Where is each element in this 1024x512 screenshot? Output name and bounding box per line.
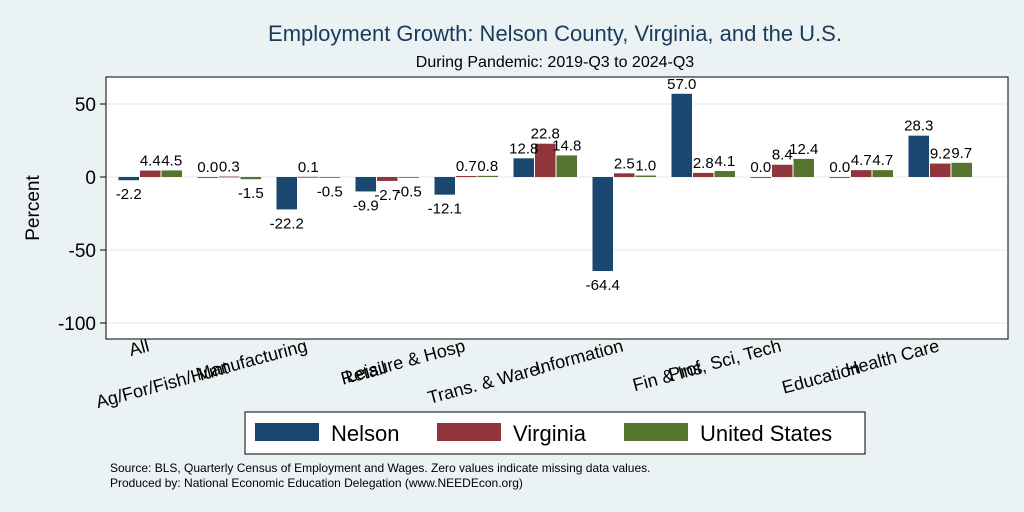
data-label: 22.8 <box>531 126 560 143</box>
bar-united-states-0 <box>161 170 182 177</box>
bar-united-states-1 <box>240 177 261 180</box>
bar-nelson-9 <box>829 177 850 178</box>
y-tick-label: 0 <box>85 168 96 189</box>
bar-nelson-5 <box>513 158 534 177</box>
data-label: 9.2 <box>930 146 951 163</box>
bar-nelson-7 <box>671 93 692 177</box>
data-label: 0.7 <box>456 158 477 175</box>
data-label: 57.0 <box>667 76 696 93</box>
data-label: -2.7 <box>374 187 400 204</box>
bar-nelson-4 <box>434 177 455 195</box>
data-label: -9.9 <box>353 197 379 214</box>
data-label: -12.1 <box>428 201 462 218</box>
chart-subtitle: During Pandemic: 2019-Q3 to 2024-Q3 <box>416 54 694 71</box>
bar-virginia-2 <box>298 176 319 178</box>
data-label: 0.0 <box>197 159 218 176</box>
y-axis: 50 0 -50 -100 <box>58 77 107 339</box>
bar-nelson-0 <box>118 177 139 181</box>
legend-label: Nelson <box>331 421 399 446</box>
bar-nelson-1 <box>197 177 218 178</box>
legend-box <box>244 411 866 455</box>
bar-united-states-5 <box>556 155 577 177</box>
bars <box>118 93 972 272</box>
data-label: 4.5 <box>161 152 182 169</box>
data-label: 28.3 <box>904 118 933 135</box>
bar-virginia-10 <box>930 163 951 177</box>
footer-source: Source: BLS, Quarterly Census of Employm… <box>110 461 650 475</box>
bar-united-states-6 <box>635 175 656 177</box>
bar-virginia-8 <box>772 164 793 177</box>
bar-virginia-9 <box>851 170 872 177</box>
plot-area <box>105 76 1009 340</box>
data-label: 2.8 <box>693 155 714 172</box>
bar-united-states-8 <box>793 158 814 177</box>
bar-nelson-8 <box>750 177 771 178</box>
data-label: 8.4 <box>772 147 793 164</box>
data-label: 4.7 <box>872 152 893 169</box>
bar-nelson-6 <box>592 177 613 272</box>
bar-united-states-7 <box>714 171 735 177</box>
legend-swatch-united-states <box>624 423 688 441</box>
data-label: 4.7 <box>851 152 872 169</box>
data-label: 14.8 <box>552 137 581 154</box>
bar-united-states-10 <box>951 162 972 177</box>
legend-swatch-virginia <box>437 423 501 441</box>
data-label: 12.4 <box>789 141 818 158</box>
bar-virginia-6 <box>614 173 635 177</box>
bar-united-states-9 <box>872 170 893 177</box>
data-label: -64.4 <box>586 277 620 294</box>
data-label: 4.1 <box>714 153 735 170</box>
data-label: 1.0 <box>635 158 656 175</box>
y-tick-label: -100 <box>58 314 96 335</box>
bar-virginia-4 <box>456 175 477 177</box>
bar-nelson-3 <box>355 177 376 192</box>
bar-virginia-5 <box>535 143 556 177</box>
data-label: 4.4 <box>140 153 161 170</box>
bar-virginia-7 <box>693 172 714 177</box>
y-tick-label: -50 <box>69 241 96 262</box>
data-label: -0.5 <box>317 184 343 201</box>
data-label: 0.1 <box>298 159 319 176</box>
data-label: -2.2 <box>116 186 142 203</box>
y-axis-label: Percent <box>23 175 44 241</box>
legend-label: Virginia <box>513 421 587 446</box>
bar-virginia-1 <box>219 176 240 178</box>
data-label: 0.8 <box>477 158 498 175</box>
data-label: 0.3 <box>219 159 240 176</box>
data-labels: -2.24.4 4.5 0.0 0.3-1.5-22.20.1-0.5-9.9-2.7… <box>116 76 972 294</box>
data-label: 2.5 <box>614 155 635 172</box>
bar-united-states-3 <box>398 177 419 178</box>
bar-virginia-3 <box>377 177 398 181</box>
data-label: 0.0 <box>750 159 771 176</box>
legend: Nelson Virginia United States <box>244 411 866 455</box>
legend-label: United States <box>700 421 832 446</box>
data-label: -0.5 <box>396 184 422 201</box>
legend-swatch-nelson <box>255 423 319 441</box>
data-label: 9.7 <box>951 145 972 162</box>
data-label: -1.5 <box>238 185 264 202</box>
bar-united-states-2 <box>319 177 340 178</box>
data-label: 0.0 <box>829 159 850 176</box>
data-label: 12.8 <box>509 140 538 157</box>
bar-nelson-2 <box>276 177 297 210</box>
chart-title: Employment Growth: Nelson County, Virgin… <box>268 21 842 46</box>
y-tick-label: 50 <box>75 95 96 116</box>
bar-virginia-0 <box>140 170 161 177</box>
data-label: -22.2 <box>270 215 304 232</box>
bar-nelson-10 <box>908 135 929 177</box>
bar-united-states-4 <box>477 175 498 177</box>
footer-produced-by: Produced by: National Economic Education… <box>110 476 523 490</box>
